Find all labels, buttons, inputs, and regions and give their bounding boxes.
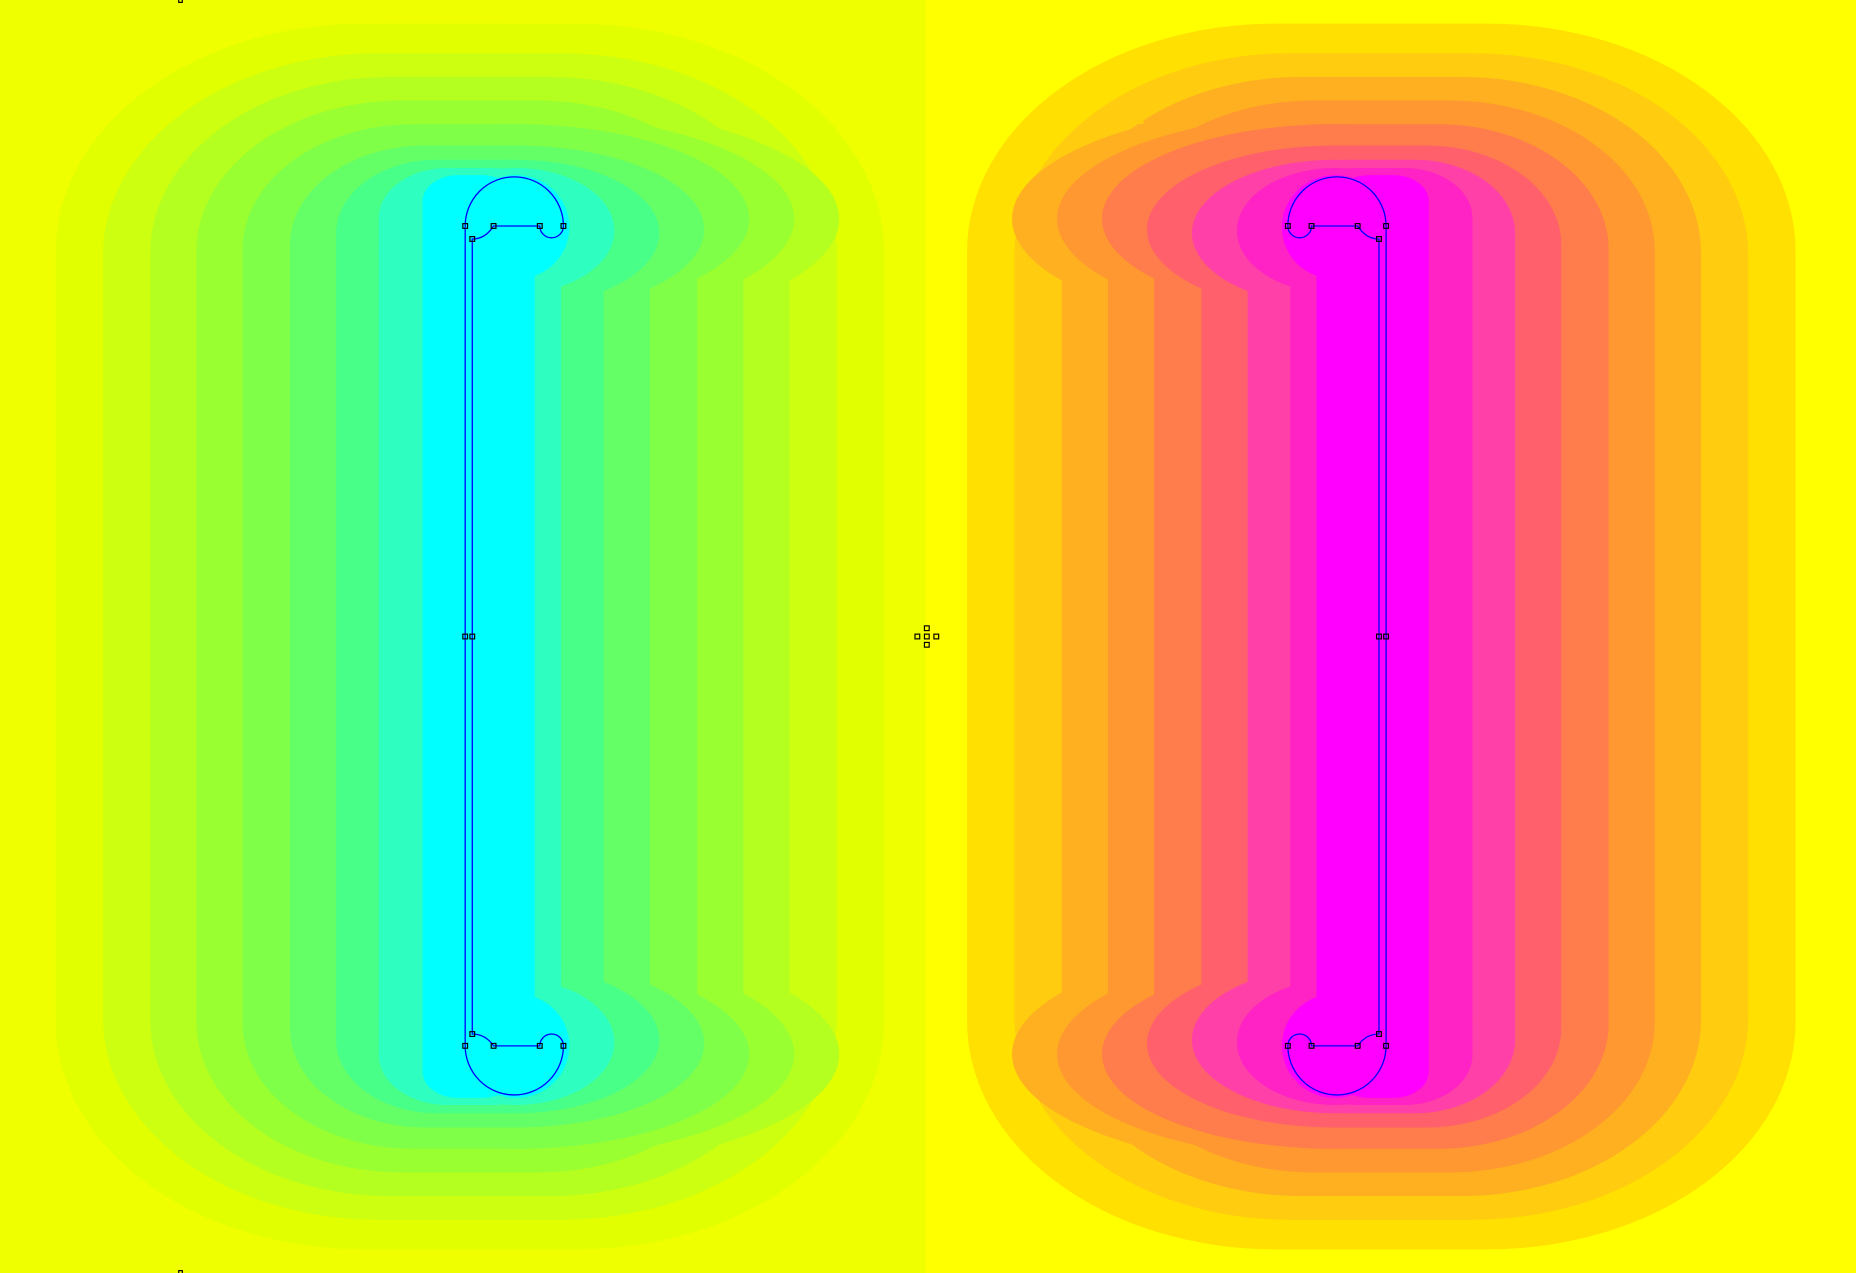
square-node-icon <box>923 641 930 648</box>
conductor-left[interactable] <box>462 176 567 1096</box>
square-node-icon <box>178 0 183 3</box>
contour-band <box>1281 175 1429 1098</box>
square-node-icon[interactable] <box>490 223 497 229</box>
square-node-icon <box>923 633 930 640</box>
square-node-icon[interactable] <box>1376 236 1382 242</box>
square-node-icon[interactable] <box>1376 633 1382 640</box>
square-node-icon[interactable] <box>1383 1042 1390 1049</box>
square-node-icon[interactable] <box>469 1031 476 1037</box>
square-node-icon <box>914 633 921 640</box>
square-node-icon[interactable] <box>560 223 567 229</box>
square-node-icon[interactable] <box>536 1042 543 1049</box>
square-node-icon[interactable] <box>1308 1042 1315 1049</box>
square-node-icon[interactable] <box>469 633 476 640</box>
conductor-outline[interactable] <box>464 176 565 1096</box>
square-node-icon[interactable] <box>1284 223 1291 229</box>
square-node-icon[interactable] <box>462 223 469 229</box>
square-node-icon[interactable] <box>1354 1042 1361 1049</box>
square-node-icon[interactable] <box>536 223 543 229</box>
square-node-icon[interactable] <box>462 1042 469 1049</box>
square-node-icon[interactable] <box>1383 633 1390 640</box>
square-node-icon[interactable] <box>490 1042 497 1049</box>
square-node-icon[interactable] <box>469 236 476 242</box>
square-node-icon[interactable] <box>462 633 469 640</box>
square-node-icon <box>923 625 930 632</box>
square-node-icon <box>933 633 940 640</box>
conductor-outline[interactable] <box>1287 176 1387 1096</box>
square-node-icon[interactable] <box>1284 1042 1291 1049</box>
square-node-icon[interactable] <box>1383 223 1390 229</box>
square-node-icon[interactable] <box>1308 223 1315 229</box>
square-node-icon[interactable] <box>560 1042 567 1049</box>
square-node-icon <box>178 1270 183 1273</box>
conductor-right[interactable] <box>1284 176 1390 1096</box>
square-node-icon[interactable] <box>1354 223 1361 229</box>
square-node-icon[interactable] <box>1376 1031 1382 1037</box>
crosshair-node-icon <box>914 625 940 648</box>
